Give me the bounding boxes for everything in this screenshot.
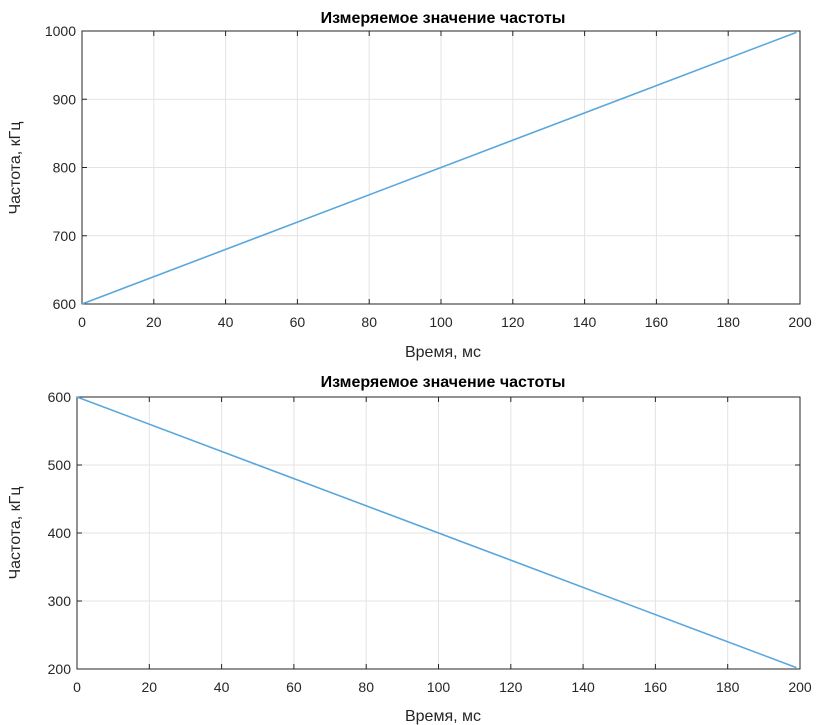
series-line (81, 31, 797, 305)
x-tick-label: 40 (218, 314, 234, 330)
y-tick-label: 500 (48, 457, 72, 473)
y-tick-label: 200 (48, 661, 72, 677)
x-tick-label: 160 (645, 314, 669, 330)
x-tick-label: 200 (788, 679, 812, 695)
x-tick-label: 200 (788, 314, 812, 330)
x-tick-label: 0 (78, 314, 86, 330)
x-tick-label: 40 (214, 679, 230, 695)
chart-panel-top: Измеряемое значение частоты Время, мс Ча… (7, 10, 812, 361)
y-tick-label: 600 (48, 389, 72, 405)
y-tick-label: 600 (53, 296, 77, 312)
x-tick-label: 180 (716, 679, 740, 695)
plot-area-top: 0 20 40 60 80 100 120 140 160 180 200 600 700 800 900 1… (45, 23, 812, 330)
x-tick-label: 60 (290, 314, 306, 330)
axes-box (76, 396, 801, 670)
x-tick-label: 100 (427, 679, 451, 695)
x-tick-label: 80 (358, 679, 374, 695)
x-tick-label: 120 (499, 679, 523, 695)
x-tick-label: 160 (644, 679, 668, 695)
y-axis-label-bottom: Частота, кГц (7, 486, 24, 579)
y-tick-label: 400 (48, 525, 72, 541)
y-axis-label-top: Частота, кГц (7, 121, 24, 214)
x-tick-label: 60 (286, 679, 302, 695)
x-tick-label: 180 (717, 314, 741, 330)
chart-title-top: Измеряемое значение частоты (321, 10, 566, 27)
series-line (76, 396, 797, 669)
chart-panel-bottom: Измеряемое значение частоты Время, мс Ча… (7, 374, 812, 725)
x-tick-label: 20 (142, 679, 158, 695)
chart-title-bottom: Измеряемое значение частоты (321, 374, 566, 391)
plot-area-bottom: 0 20 40 60 80 100 120 140 160 180 200 200 300 400 500 6… (48, 389, 812, 695)
axes-box (81, 30, 801, 305)
x-tick-label: 80 (361, 314, 377, 330)
x-tick-label: 140 (573, 314, 597, 330)
y-tick-label: 300 (48, 593, 72, 609)
x-tick-label: 100 (429, 314, 453, 330)
x-tick-label: 0 (73, 679, 81, 695)
y-tick-label: 700 (53, 228, 77, 244)
x-tick-label: 20 (146, 314, 162, 330)
y-tick-label: 900 (53, 91, 77, 107)
x-axis-label-bottom: Время, мс (405, 708, 481, 725)
y-tick-label: 1000 (45, 23, 76, 39)
x-axis-label-top: Время, мс (405, 344, 481, 361)
y-tick-label: 800 (53, 160, 77, 176)
x-tick-label: 140 (571, 679, 595, 695)
x-tick-label: 120 (501, 314, 525, 330)
